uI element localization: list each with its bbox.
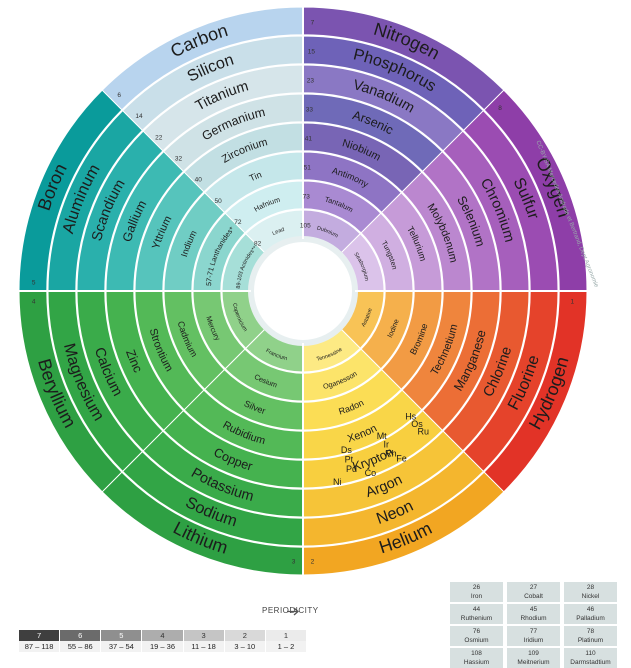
legend-range: 19 – 36 bbox=[141, 641, 183, 652]
atomic-number: 5 bbox=[32, 280, 36, 287]
atomic-number: 73 bbox=[303, 194, 311, 201]
grid-element: 46 Palladium bbox=[564, 604, 617, 624]
atomic-number: 3 bbox=[292, 558, 296, 565]
atomic-number: 14 bbox=[135, 113, 143, 120]
grid-element-name: Rhodium bbox=[520, 615, 547, 622]
grid-element-number: 110 bbox=[585, 650, 596, 657]
legend-period-number: 4 bbox=[141, 630, 183, 641]
element-symbol: Os bbox=[411, 419, 423, 429]
ring-segment bbox=[76, 130, 164, 292]
grid-element: 78 Platinum bbox=[564, 626, 617, 646]
element-symbol: Fe bbox=[396, 454, 407, 464]
element-symbol: Pt bbox=[345, 454, 354, 464]
legend-range: 87 – 118 bbox=[18, 641, 60, 652]
grid-element: 109 Meitnerium bbox=[507, 648, 560, 668]
grid-element-number: 44 bbox=[472, 606, 481, 613]
atomic-number: 33 bbox=[306, 107, 314, 114]
ring-segment bbox=[47, 109, 144, 292]
legend-range: 1 – 2 bbox=[264, 641, 306, 652]
legend-range: 55 – 86 bbox=[59, 641, 101, 652]
grid-element: 45 Rhodium bbox=[507, 604, 560, 624]
element-symbol: Co bbox=[365, 468, 377, 478]
element-symbol: Ru bbox=[418, 426, 430, 436]
grid-element-name: Osmium bbox=[464, 637, 489, 644]
element-symbol: Pd bbox=[346, 464, 357, 474]
grid-element-number: 78 bbox=[586, 628, 595, 635]
legend-range: 11 – 18 bbox=[182, 641, 224, 652]
atomic-number: 15 bbox=[308, 49, 316, 56]
grid-element-number: 46 bbox=[586, 606, 595, 613]
legend-period-number: 6 bbox=[59, 630, 101, 641]
legend-range: 37 – 54 bbox=[100, 641, 142, 652]
atomic-number: 51 bbox=[304, 165, 312, 172]
grid-element: 44 Ruthenium bbox=[450, 604, 503, 624]
transition-metals-grid: 26 Iron 27 Cobalt 28 Nickel 44 Ruthenium 45 Rhodi… bbox=[450, 582, 617, 668]
grid-element: 27 Cobalt bbox=[507, 582, 560, 602]
grid-element: 77 Iridium bbox=[507, 626, 560, 646]
atomic-number: 4 bbox=[32, 298, 36, 305]
atomic-number: 72 bbox=[234, 219, 242, 226]
ring-segment bbox=[134, 171, 205, 292]
element-symbol: Rh bbox=[385, 448, 397, 458]
grid-element-name: Cobalt bbox=[524, 593, 543, 600]
legend-range: 3 – 10 bbox=[223, 641, 265, 652]
atomic-number: 8 bbox=[498, 105, 502, 112]
grid-element-name: Nickel bbox=[581, 593, 600, 600]
legend-period-number: 5 bbox=[100, 630, 142, 641]
grid-element: 108 Hassium bbox=[450, 648, 503, 668]
grid-element: 28 Nickel bbox=[564, 582, 617, 602]
grid-element-name: Palladium bbox=[576, 615, 605, 622]
grid-element: 76 Osmium bbox=[450, 626, 503, 646]
element-wheel: Carbon NitrogenOxygenHydrogenHeliumLithiu… bbox=[17, 5, 589, 577]
ring-segment bbox=[18, 89, 123, 292]
periodicity-label: PERIODICITY bbox=[262, 606, 319, 615]
grid-element-number: 28 bbox=[586, 584, 595, 591]
grid-element: 26 Iron bbox=[450, 582, 503, 602]
grid-element-number: 108 bbox=[471, 650, 482, 657]
atomic-number: 1 bbox=[570, 298, 574, 305]
atomic-number: 7 bbox=[311, 20, 315, 27]
grid-element-number: 77 bbox=[529, 628, 538, 635]
legend-period-number: 2 bbox=[223, 630, 265, 641]
grid-element-name: Darmstadtium bbox=[570, 659, 611, 666]
arrow-icon bbox=[287, 607, 299, 616]
atomic-number: 82 bbox=[254, 240, 262, 247]
element-symbol: Hs bbox=[405, 411, 416, 421]
element-name: Tin bbox=[248, 169, 263, 183]
atomic-number: 22 bbox=[155, 134, 163, 141]
element-symbol: Mt bbox=[377, 431, 387, 441]
grid-element-name: Hassium bbox=[463, 659, 490, 666]
ring-segment bbox=[192, 212, 246, 292]
element-symbol: Ir bbox=[384, 440, 390, 450]
grid-element: 110 Darmstadtium bbox=[564, 648, 617, 668]
grid-element-number: 27 bbox=[529, 584, 538, 591]
ring-segment bbox=[105, 150, 185, 292]
atomic-number: 40 bbox=[195, 177, 203, 184]
element-symbol: Ni bbox=[333, 477, 342, 487]
grid-element-number: 109 bbox=[528, 650, 539, 657]
atomic-number: 23 bbox=[307, 78, 315, 85]
atomic-number: 32 bbox=[175, 156, 183, 163]
element-symbol: Ds bbox=[341, 445, 352, 455]
grid-element-name: Meitnerium bbox=[517, 659, 550, 666]
grid-element-number: 45 bbox=[529, 606, 538, 613]
legend-period-number: 3 bbox=[182, 630, 224, 641]
ring-segment bbox=[163, 192, 226, 292]
atomic-number: 6 bbox=[117, 92, 121, 99]
atomic-number: 50 bbox=[214, 198, 222, 205]
grid-element-number: 26 bbox=[472, 584, 481, 591]
atomic-number: 41 bbox=[305, 136, 313, 143]
grid-element-name: Ruthenium bbox=[460, 615, 493, 622]
atomic-number: 2 bbox=[311, 558, 315, 565]
grid-element-number: 76 bbox=[472, 628, 481, 635]
center-hole bbox=[248, 236, 358, 346]
legend-period-number: 7 bbox=[18, 630, 60, 641]
element-name: Lead bbox=[271, 227, 285, 237]
grid-element-name: Iridium bbox=[523, 637, 544, 644]
legend-period-number: 1 bbox=[264, 630, 306, 641]
grid-element-name: Iron bbox=[470, 593, 483, 600]
atomic-number: 105 bbox=[300, 223, 311, 230]
grid-element-name: Platinum bbox=[577, 637, 604, 644]
